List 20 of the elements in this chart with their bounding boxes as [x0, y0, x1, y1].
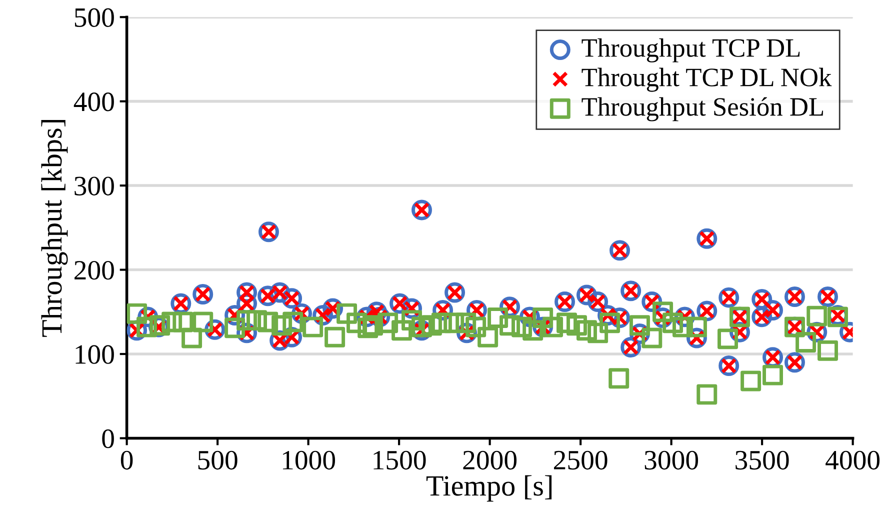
- x-tick-label: 0: [120, 450, 133, 470]
- y-tick-label: 100: [76, 345, 114, 364]
- x-tick-label: 500: [198, 450, 238, 470]
- x-tick-label: 2500: [554, 450, 608, 470]
- x-tick-label: 2000: [463, 450, 517, 470]
- y-axis-title: Throughput [kbps]: [41, 120, 68, 337]
- y-tick-label: 0: [102, 429, 114, 448]
- y-tick-label: 200: [74, 260, 114, 280]
- legend-label: Throughput TCP DL: [582, 38, 800, 62]
- x-tick-label: 4000: [826, 450, 880, 470]
- x-tick-label: 1000: [282, 450, 336, 470]
- x-axis-title: Tiempo [s]: [426, 475, 552, 502]
- legend-label: Throught TCP DL NOk: [582, 68, 832, 92]
- y-tick-label: 400: [74, 92, 114, 112]
- x-tick-label: 1500: [374, 450, 426, 470]
- x-tick-label: 3000: [644, 450, 698, 470]
- y-tick-label: 500: [74, 8, 114, 28]
- legend-label: Throughput Sesión DL: [582, 97, 824, 122]
- x-tick-label: 3500: [736, 450, 789, 470]
- y-tick-label: 300: [74, 176, 114, 196]
